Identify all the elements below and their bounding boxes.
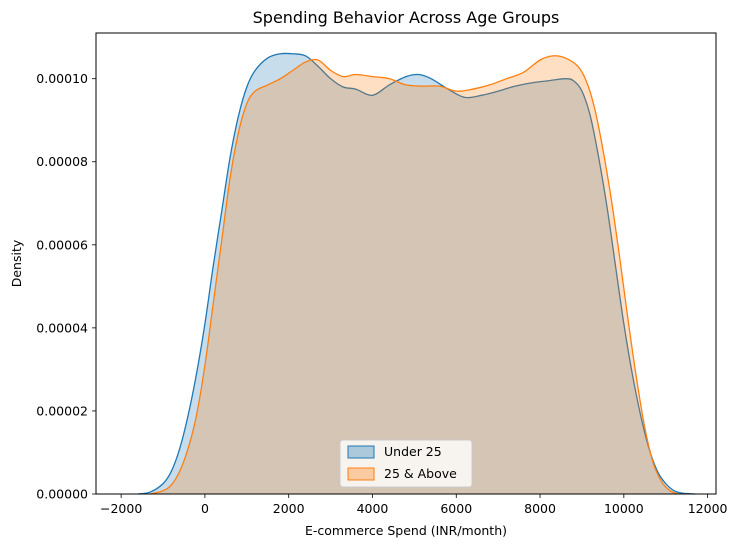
y-axis-label: Density [9, 239, 24, 287]
legend-label-under-25: Under 25 [384, 444, 442, 459]
x-tick-label: −2000 [100, 501, 142, 516]
y-tick-label: 0.00004 [36, 320, 88, 335]
x-axis: −2000 0 2000 4000 6000 8000 10000 12000 [100, 494, 728, 516]
x-tick-label: 6000 [440, 501, 472, 516]
x-tick-label: 0 [201, 501, 209, 516]
x-tick-label: 12000 [688, 501, 728, 516]
legend-box [339, 439, 473, 488]
chart-title: Spending Behavior Across Age Groups [253, 8, 560, 27]
series-layer [137, 52, 696, 495]
legend-swatch-25-above [347, 467, 375, 481]
series-line-0 [137, 52, 696, 495]
series-area-1 [150, 55, 679, 495]
x-tick-label: 2000 [273, 501, 305, 516]
plot-area [95, 32, 717, 495]
series-line-1 [150, 55, 679, 495]
axes-frame [95, 32, 717, 495]
y-tick-label: 0.00002 [36, 403, 88, 418]
series-area-0 [137, 53, 696, 495]
y-tick-label: 0.00008 [36, 154, 88, 169]
y-tick-label: 0.00010 [36, 71, 88, 86]
x-tick-label: 8000 [524, 501, 556, 516]
y-tick-label: 0.00000 [36, 487, 88, 502]
legend-label-25-above: 25 & Above [384, 466, 457, 481]
x-tick-label: 10000 [604, 501, 644, 516]
legend-swatch-under-25 [347, 445, 375, 459]
x-tick-label: 4000 [357, 501, 389, 516]
y-tick-label: 0.00006 [36, 237, 88, 252]
y-axis: 0.00000 0.00002 0.00004 0.00006 0.00008 0.000… [36, 71, 96, 502]
x-axis-label: E-commerce Spend (INR/month) [305, 523, 507, 538]
legend: Under 25 25 & Above [339, 439, 473, 488]
